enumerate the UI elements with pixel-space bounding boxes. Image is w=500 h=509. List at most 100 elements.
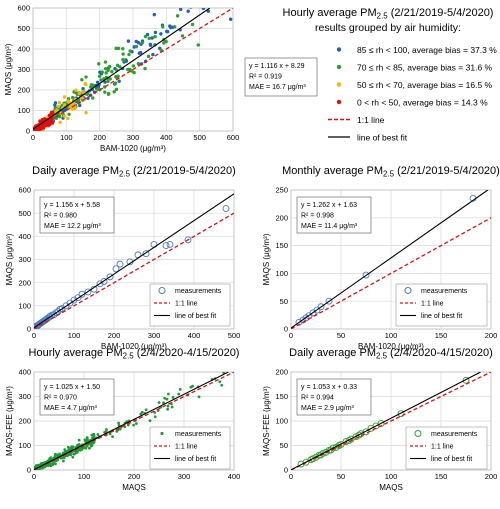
legend-label: measurements (431, 431, 478, 438)
data-point (170, 405, 174, 409)
data-point (107, 65, 112, 69)
data-point (83, 81, 87, 86)
data-point (190, 22, 195, 27)
data-point (105, 428, 108, 431)
data-point (97, 62, 101, 66)
legend-label: measurements (175, 288, 222, 295)
data-point (112, 90, 116, 94)
stats-line: R² = 0.970 (44, 395, 77, 402)
chart-p4: 0 100 200 300 400 0 100 200 300 400 MAQS MAQS-FEE (… (5, 368, 240, 492)
y-tick-label: 200 (18, 278, 31, 287)
data-point (49, 110, 54, 115)
legend-label: 70 ≤ rh < 85, average bias = 31.6 % (357, 63, 493, 73)
data-point (61, 451, 65, 455)
data-point (180, 34, 185, 38)
data-point (83, 438, 87, 442)
humidity-legend-title: Hourly average PM2.5 (2/21/2019-5/4/2020… (283, 7, 494, 21)
data-point (143, 34, 148, 39)
data-point (81, 86, 85, 91)
chart-p5: 0 50 100 150 200 0 50 100 150 200 MAQS MAQS-FEE (μg… (262, 368, 497, 492)
data-point (116, 46, 121, 51)
legend-label: 0 < rh < 50, average bias = 14.3 % (357, 98, 488, 108)
y-tick-label: 200 (275, 213, 288, 222)
y-tick-label: 0 (27, 325, 31, 334)
data-point (68, 446, 72, 450)
plot-area (33, 371, 235, 471)
x-axis-label: MAQS (379, 483, 403, 492)
stats-line: R² = 0.998 (301, 213, 334, 220)
data-point (104, 71, 108, 75)
data-point (69, 453, 73, 457)
legend-label: measurements (175, 431, 222, 438)
data-point (127, 52, 131, 57)
data-point (62, 114, 67, 118)
x-tick-label: 200 (128, 472, 141, 481)
stats-box (296, 196, 372, 234)
data-point (106, 68, 110, 73)
data-point (178, 8, 183, 12)
legend-label: 1:1 line (175, 301, 198, 308)
data-point (38, 127, 42, 131)
one-to-one-line (291, 217, 491, 329)
stats-box (296, 378, 372, 416)
data-point (139, 412, 143, 416)
data-point (72, 452, 76, 456)
data-point (103, 80, 107, 84)
data-point (114, 87, 119, 92)
stats-line: MAE = 11.4 μg/m³ (301, 223, 358, 230)
data-point (325, 297, 333, 305)
data-point (121, 52, 125, 56)
data-point (113, 81, 118, 85)
data-point (70, 447, 74, 451)
data-point (121, 47, 125, 51)
data-point (62, 455, 66, 459)
data-point (115, 429, 119, 433)
data-point (99, 78, 103, 82)
y-tick-label: 500 (18, 209, 31, 218)
legend-label: 85 ≤ rh < 100, average bias = 37.3 % (357, 45, 497, 55)
data-point (61, 459, 65, 463)
data-point (162, 242, 170, 250)
data-point (89, 83, 94, 87)
data-point (60, 456, 64, 460)
data-point (108, 77, 112, 81)
plot-area (290, 189, 492, 330)
data-point (85, 436, 89, 439)
x-tick-label: 300 (127, 133, 140, 142)
one-to-one-line (291, 372, 491, 470)
data-point (214, 0, 217, 1)
best-fit-line (291, 372, 481, 470)
data-point (62, 103, 67, 107)
x-tick-label: 0 (31, 133, 35, 142)
y-tick-label: 50 (280, 297, 288, 306)
x-tick-label: 200 (93, 133, 106, 142)
data-point (206, 9, 211, 13)
stats-line: R² = 0.994 (301, 395, 334, 402)
y-tick-label: 0 (284, 325, 288, 334)
legend-label: line of best fit (357, 133, 408, 143)
stats-line: y = 1.262 x + 1.63 (301, 202, 357, 209)
data-point (196, 43, 200, 47)
legend-box (149, 283, 231, 327)
data-point (126, 67, 130, 72)
data-point (153, 30, 158, 35)
x-tick-label: 300 (148, 331, 161, 340)
data-point (77, 91, 82, 96)
y-axis-label: MAQS (μg/m³) (262, 233, 271, 285)
data-point (191, 384, 194, 388)
legend-box (405, 426, 488, 470)
chart-p3: 0 50 100 150 200 0 50 100 150 200 250 BAM-1020 (μg/… (262, 186, 497, 351)
data-point (148, 42, 153, 47)
data-point (85, 92, 90, 96)
best-fit-line (33, 8, 211, 130)
data-point (313, 306, 321, 314)
x-axis-label: BAM-1020 (μg/m³) (358, 342, 424, 351)
y-tick-label: 0 (27, 466, 31, 475)
data-point (165, 30, 170, 34)
data-point (162, 401, 165, 405)
data-point (218, 380, 222, 384)
data-point (134, 44, 139, 49)
data-point (53, 452, 57, 456)
chart-title: Hourly average PM2.5 (2/4/2020-4/15/2020… (29, 347, 240, 361)
data-point (189, 8, 193, 9)
